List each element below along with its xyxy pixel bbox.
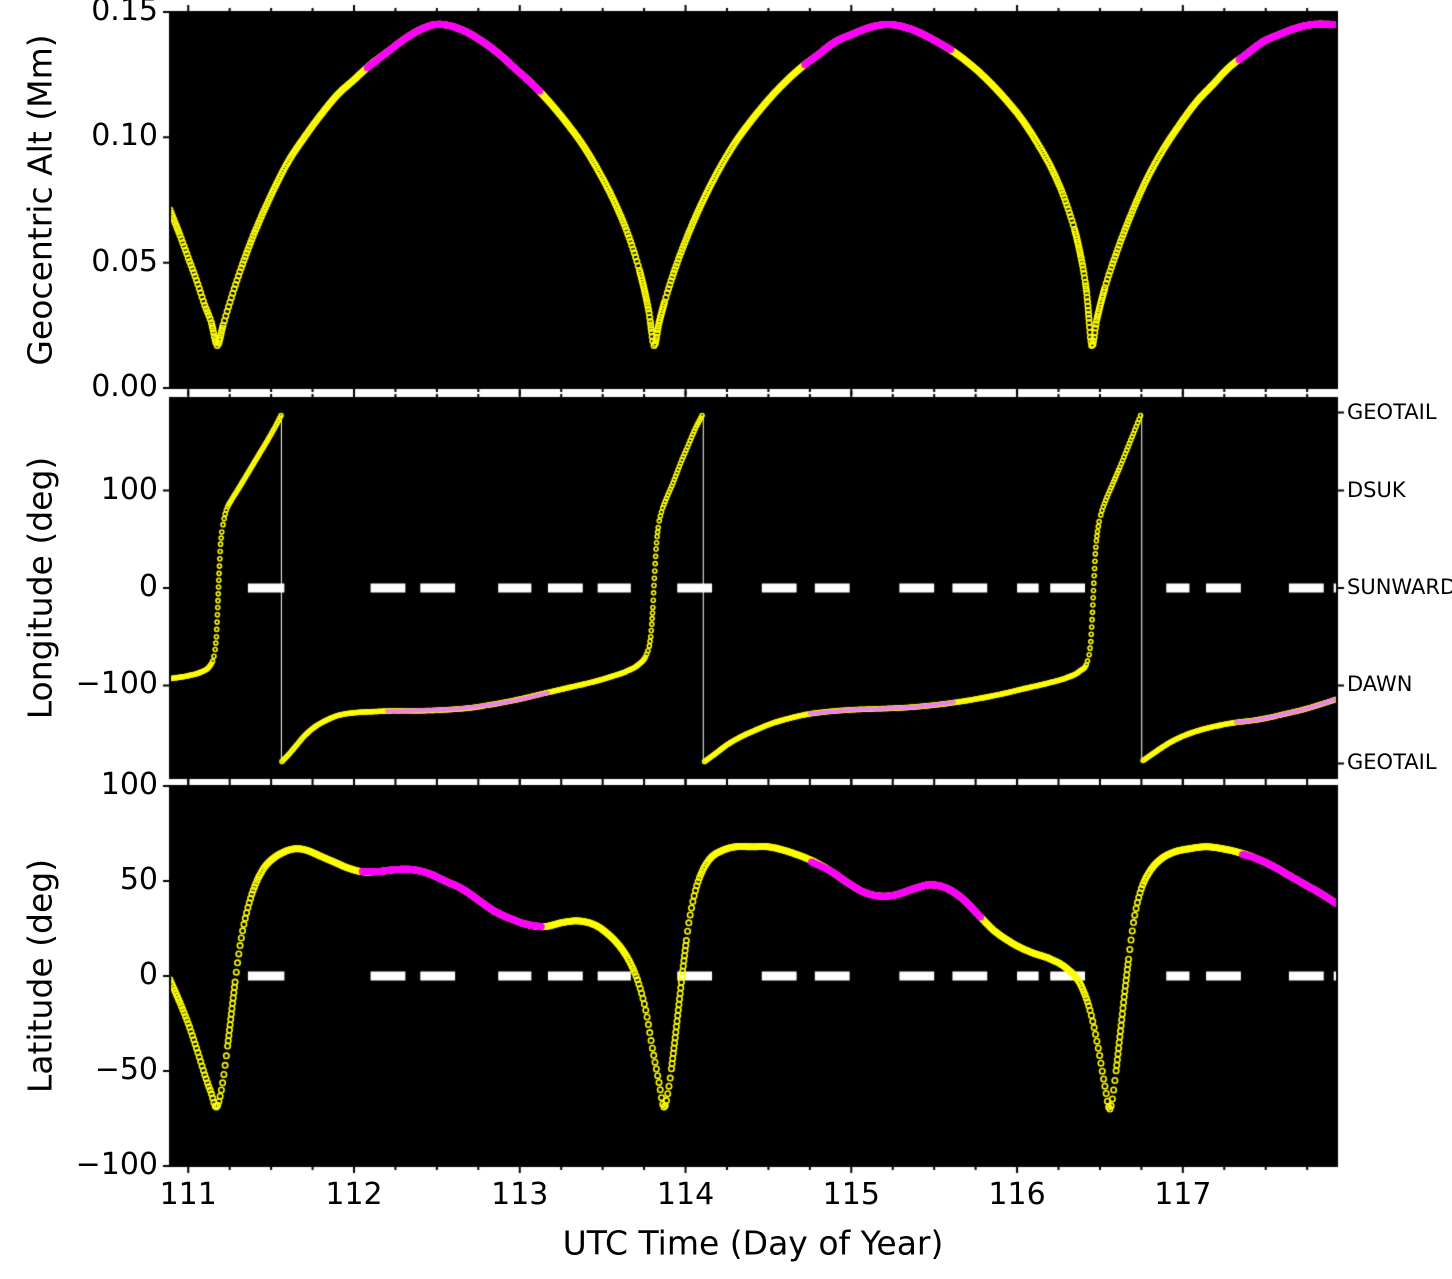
right-axis-label: SUNWARD (1347, 575, 1452, 599)
x-tick-label: 115 (822, 1177, 880, 1212)
x-tick-label: 114 (656, 1177, 715, 1212)
y-tick-label: 0.00 (91, 369, 158, 404)
x-tick-label: 111 (159, 1177, 217, 1212)
x-tick-label: 117 (1154, 1177, 1212, 1212)
right-axis-label: GEOTAIL (1347, 399, 1437, 424)
right-axis-label: DAWN (1347, 672, 1413, 697)
y-tick-label: 50 (119, 862, 158, 897)
x-tick-label: 116 (988, 1177, 1046, 1212)
x-tick-label: 113 (491, 1177, 549, 1212)
y-tick-label: 0 (138, 957, 158, 992)
altitude-axis-title: Geocentric Alt (Mm) (20, 34, 60, 366)
right-axis-label: DSUK (1347, 477, 1406, 502)
y-tick-label: −100 (75, 666, 158, 702)
y-tick-label: −50 (94, 1052, 158, 1087)
y-tick-label: 0.10 (91, 118, 158, 154)
time-axis-title: UTC Time (Day of Year) (562, 1223, 944, 1263)
y-tick-label: 0.05 (91, 243, 158, 279)
y-tick-label: 0 (138, 569, 158, 604)
y-tick-label: 100 (100, 767, 158, 802)
right-axis-label: GEOTAIL (1347, 750, 1437, 775)
y-tick-label: 100 (100, 471, 158, 507)
y-tick-label: −100 (75, 1147, 158, 1182)
y-tick-label: 0.15 (91, 0, 158, 28)
x-tick-label: 112 (325, 1177, 383, 1212)
